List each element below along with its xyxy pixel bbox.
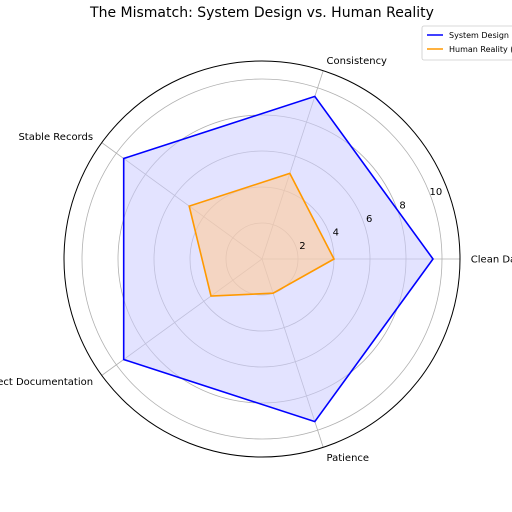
category-label-1: Consistency bbox=[327, 56, 388, 67]
category-label-4: Patience bbox=[327, 453, 370, 464]
legend-label-human-reality: Human Reality ( bbox=[449, 45, 512, 54]
outer-frame bbox=[63, 60, 461, 458]
r-tick-label-10: 10 bbox=[430, 187, 443, 198]
series-layer bbox=[122, 95, 434, 423]
category-label-2: Stable Records bbox=[18, 132, 93, 143]
chart-title: The Mismatch: System Design vs. Human Re… bbox=[89, 5, 434, 21]
radial-tick-labels: 2 4 6 8 10 bbox=[299, 187, 442, 252]
category-label-0: Clean Data bbox=[471, 255, 512, 266]
r-tick-label-6: 6 bbox=[366, 214, 372, 225]
series-area-1 bbox=[189, 173, 334, 296]
series-line-0 bbox=[122, 95, 434, 423]
r-tick-label-8: 8 bbox=[399, 201, 405, 212]
r-tick-label-2: 2 bbox=[299, 241, 305, 252]
category-labels: Clean Data Consistency Stable Records Perfe… bbox=[0, 56, 512, 464]
legend-label-system-design: System Design I bbox=[449, 31, 512, 40]
legend-frame bbox=[421, 25, 512, 61]
series-line-1 bbox=[188, 172, 336, 297]
legend: System Design I Human Reality ( bbox=[421, 25, 512, 61]
r-tick-label-4: 4 bbox=[333, 228, 339, 239]
category-label-3: Perfect Documentation bbox=[0, 377, 93, 388]
